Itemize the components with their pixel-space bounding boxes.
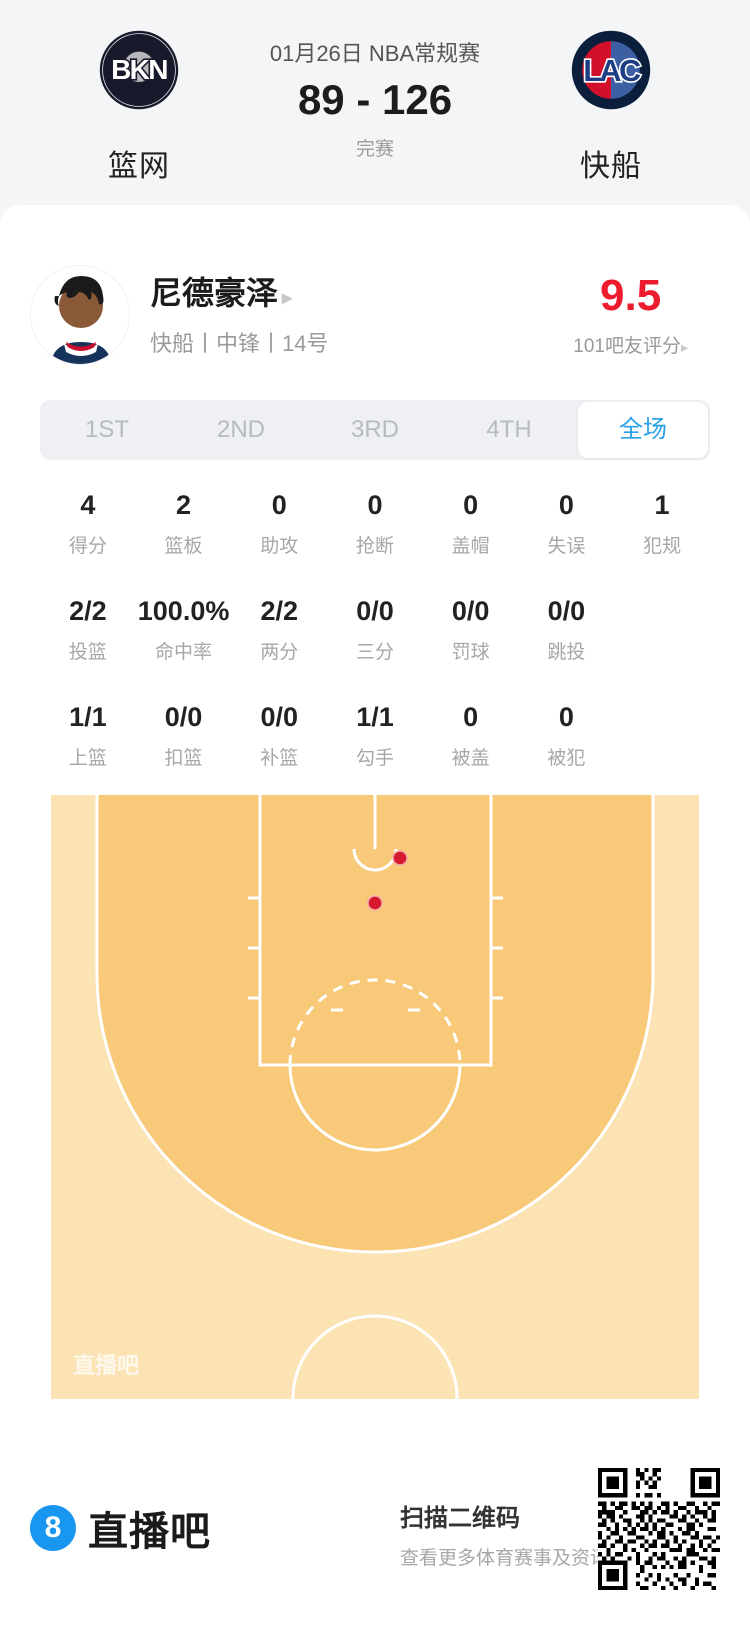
svg-text:BKN: BKN — [111, 54, 167, 85]
svg-text:LAC: LAC — [583, 54, 641, 88]
svg-text:直播吧: 直播吧 — [73, 1353, 139, 1378]
